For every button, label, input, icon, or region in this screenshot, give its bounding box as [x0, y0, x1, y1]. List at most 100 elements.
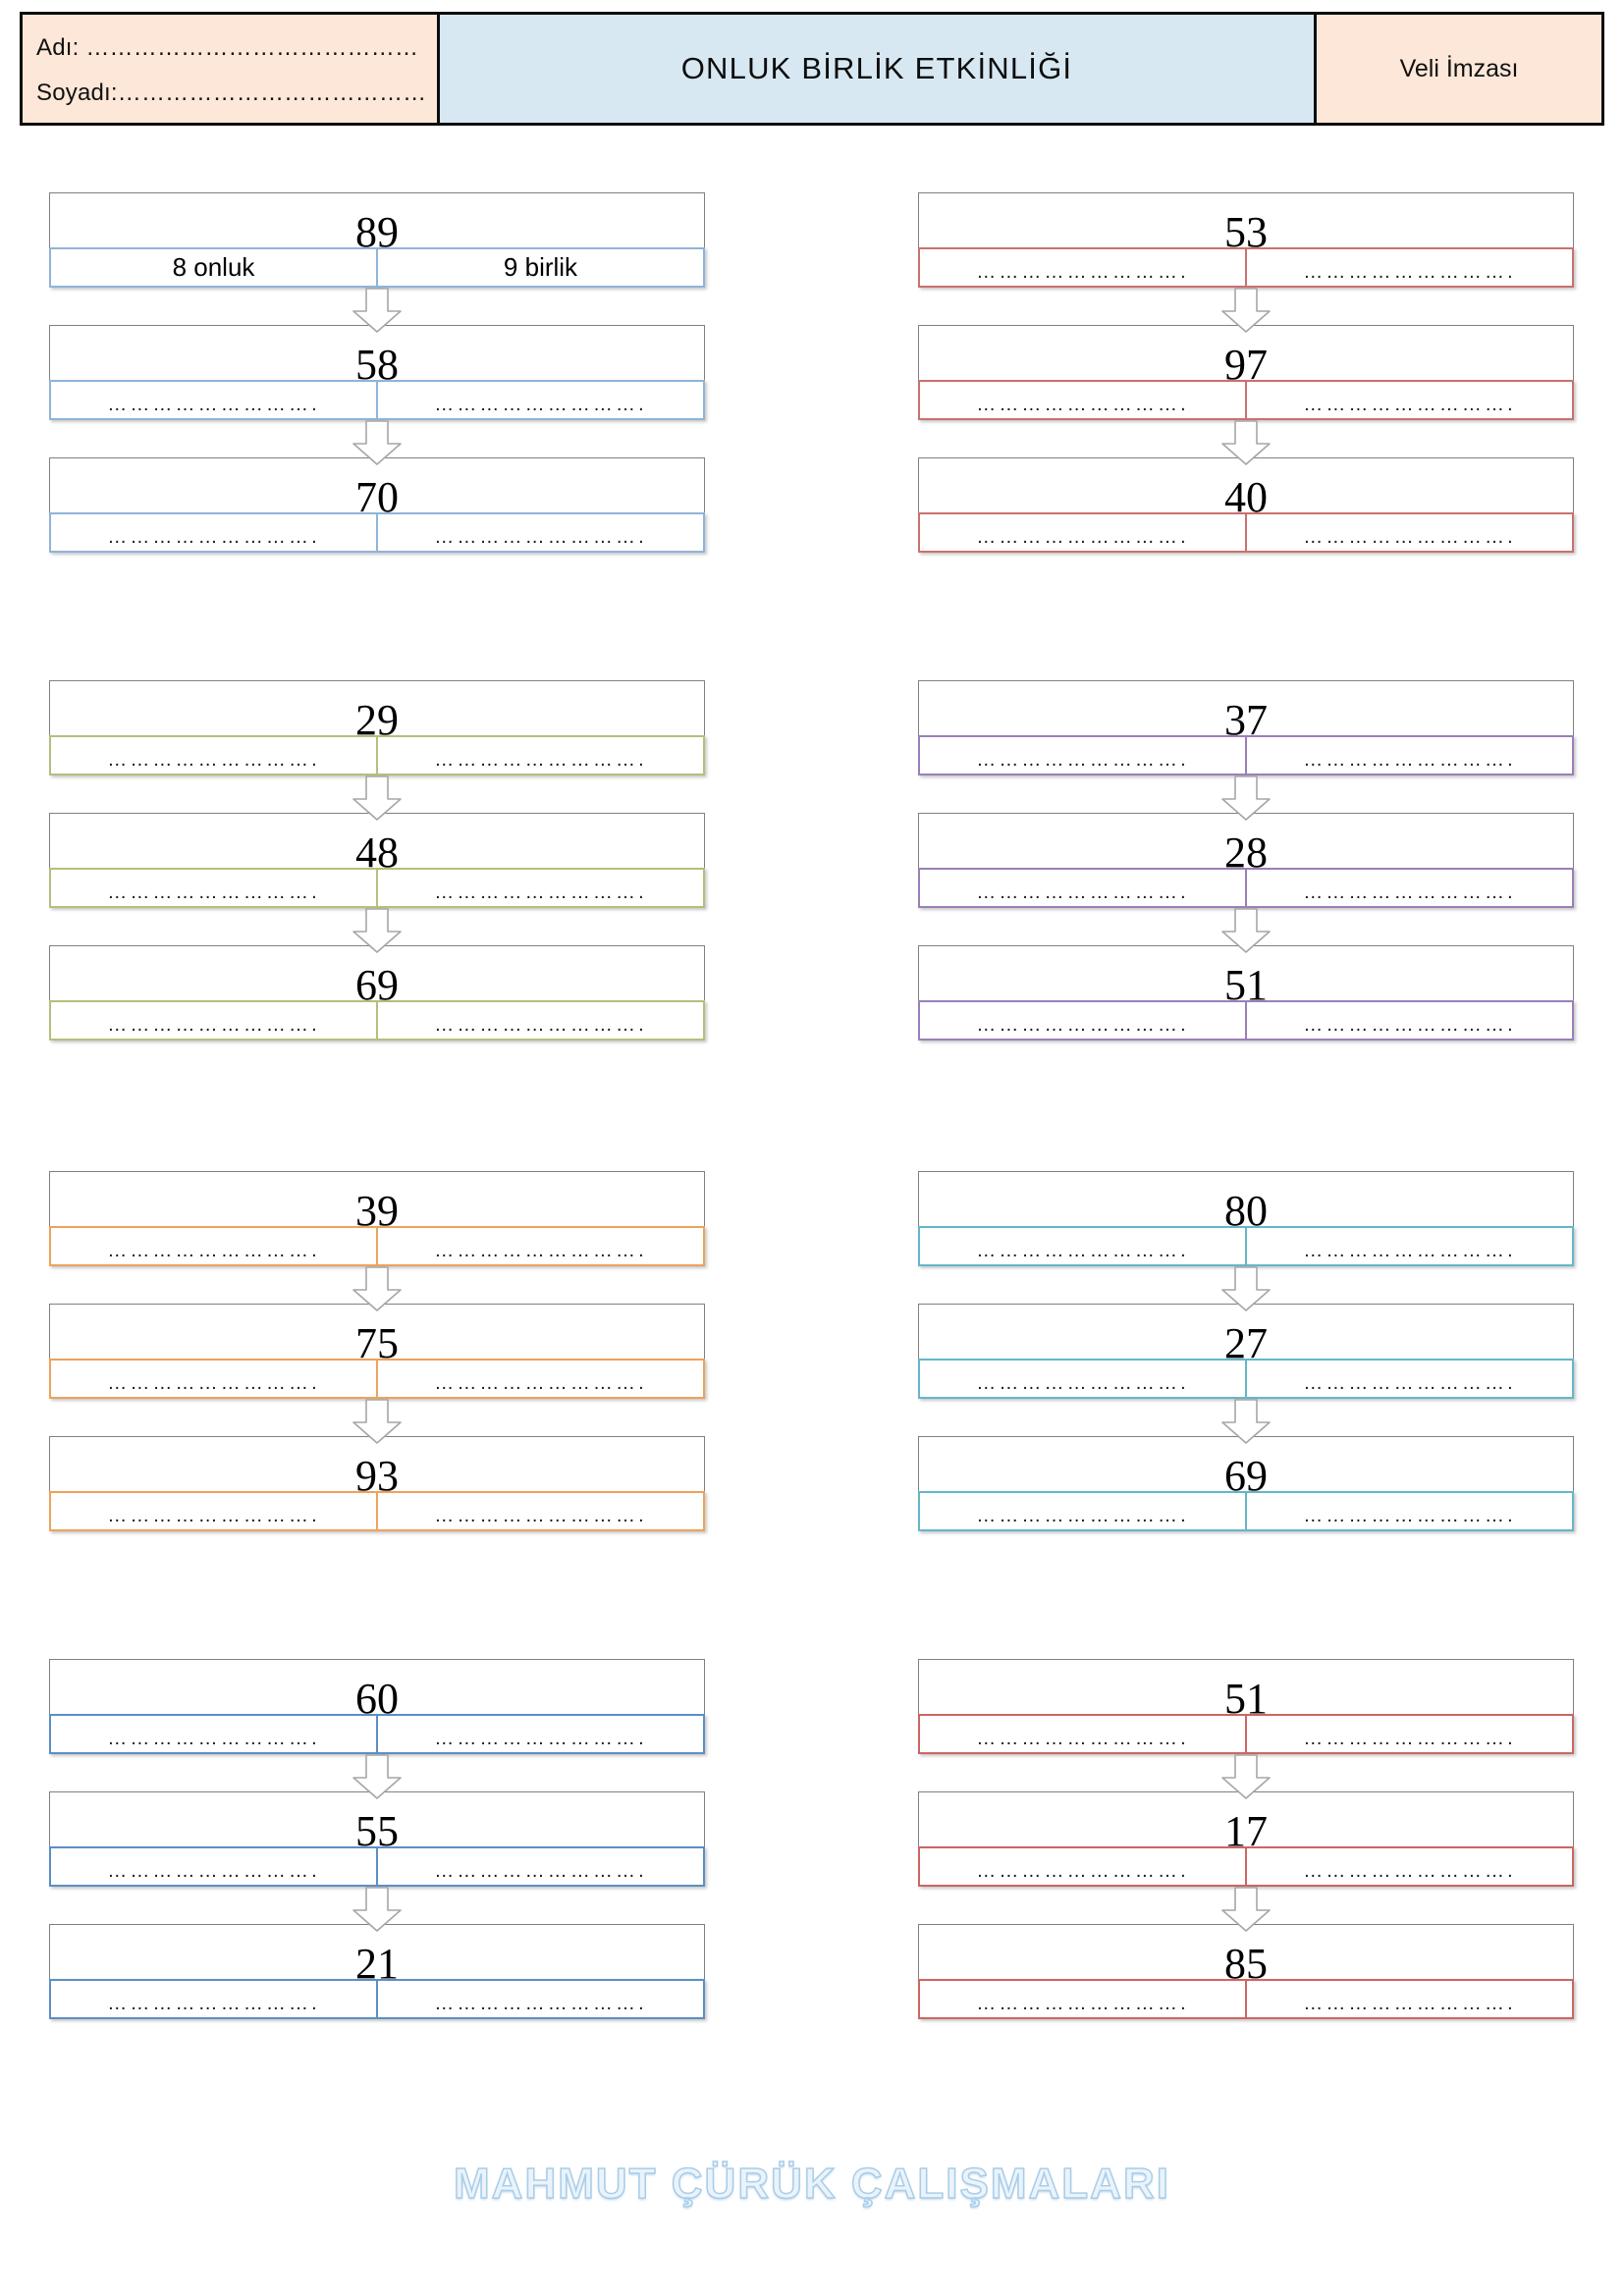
ones-answer-field[interactable]: ………………………. — [1247, 1493, 1572, 1529]
parent-signature-cell: Veli İmzası — [1317, 15, 1601, 123]
exercise-block: 17 ………………………. ………………………. — [918, 1791, 1574, 1932]
tens-answer-field[interactable]: ………………………. — [51, 1716, 378, 1752]
ones-answer-field[interactable]: ………………………. — [378, 870, 703, 906]
number-box: 40 — [918, 457, 1574, 518]
tens-answer-text: ………………………. — [107, 394, 320, 415]
tens-answer-field[interactable]: ………………………. — [920, 1361, 1247, 1397]
tens-answer-field[interactable]: 8 onluk — [51, 249, 378, 286]
tens-answer-field[interactable]: ………………………. — [920, 1848, 1247, 1885]
number-value: 97 — [1224, 340, 1268, 389]
tens-answer-field[interactable]: ………………………. — [920, 1228, 1247, 1264]
ones-answer-text: ………………………. — [434, 1728, 647, 1749]
exercise-block: 85 ………………………. ………………………. — [918, 1924, 1574, 2019]
tens-answer-text: ………………………. — [976, 1014, 1189, 1036]
tens-ones-answer-box: ………………………. ………………………. — [49, 868, 705, 908]
tens-answer-text: ………………………. — [976, 261, 1189, 283]
ones-answer-text: ………………………. — [434, 1993, 647, 2014]
student-name-cell: Adı: …………………………………… Soyadı:………………………………… — [23, 15, 440, 123]
number-box: 93 — [49, 1436, 705, 1497]
tens-answer-field[interactable]: ………………………. — [51, 382, 378, 418]
ones-answer-field[interactable]: ………………………. — [378, 1493, 703, 1529]
exercise-block: 53 ………………………. ………………………. — [918, 192, 1574, 333]
tens-answer-field[interactable]: ………………………. — [51, 1493, 378, 1529]
ones-answer-field[interactable]: 9 birlik — [378, 249, 703, 286]
number-box: 97 — [918, 325, 1574, 386]
tens-answer-field[interactable]: ………………………. — [51, 737, 378, 774]
tens-answer-field[interactable]: ………………………. — [920, 1493, 1247, 1529]
ones-answer-field[interactable]: ………………………. — [378, 1981, 703, 2017]
tens-answer-field[interactable]: ………………………. — [51, 514, 378, 551]
ones-answer-field[interactable]: ………………………. — [1247, 382, 1572, 418]
exercise-block: 51 ………………………. ………………………. — [918, 1659, 1574, 1799]
number-value: 17 — [1224, 1806, 1268, 1855]
tens-answer-field[interactable]: ………………………. — [920, 1716, 1247, 1752]
ones-answer-field[interactable]: ………………………. — [1247, 1716, 1572, 1752]
ones-answer-field[interactable]: ………………………. — [1247, 737, 1572, 774]
number-box: 70 — [49, 457, 705, 518]
number-value: 93 — [355, 1451, 399, 1500]
ones-answer-text: ………………………. — [1303, 1728, 1516, 1749]
tens-answer-text: ………………………. — [976, 1240, 1189, 1261]
ones-answer-field[interactable]: ………………………. — [1247, 870, 1572, 906]
number-box: 51 — [918, 945, 1574, 1006]
tens-answer-field[interactable]: ………………………. — [51, 870, 378, 906]
ones-answer-field[interactable]: ………………………. — [1247, 514, 1572, 551]
tens-answer-field[interactable]: ………………………. — [51, 1228, 378, 1264]
tens-answer-field[interactable]: ………………………. — [920, 249, 1247, 286]
ones-answer-field[interactable]: ………………………. — [1247, 249, 1572, 286]
exercise-group-third-left: 39……………………….………………………. 75……………………….………………… — [49, 1171, 705, 1531]
number-value: 29 — [355, 695, 399, 744]
ones-answer-field[interactable]: ………………………. — [378, 1848, 703, 1885]
ones-answer-field[interactable]: ………………………. — [1247, 1228, 1572, 1264]
number-value: 51 — [1224, 960, 1268, 1009]
tens-ones-answer-box: ………………………. ………………………. — [918, 1846, 1574, 1887]
tens-answer-text: ………………………. — [976, 1728, 1189, 1749]
ones-answer-field[interactable]: ………………………. — [378, 1228, 703, 1264]
tens-answer-text: ………………………. — [976, 1993, 1189, 2014]
ones-answer-field[interactable]: ………………………. — [1247, 1981, 1572, 2017]
tens-ones-answer-box: ………………………. ………………………. — [49, 380, 705, 420]
tens-answer-field[interactable]: ………………………. — [51, 1002, 378, 1039]
tens-answer-field[interactable]: ………………………. — [920, 382, 1247, 418]
tens-answer-text: ………………………. — [976, 749, 1189, 771]
ones-answer-text: ………………………. — [434, 526, 647, 548]
number-box: 17 — [918, 1791, 1574, 1852]
exercise-group-second-right: 37……………………….………………………. 28……………………….………………… — [918, 680, 1574, 1041]
ones-answer-field[interactable]: ………………………. — [378, 514, 703, 551]
tens-answer-field[interactable]: ………………………. — [51, 1848, 378, 1885]
number-box: 80 — [918, 1171, 1574, 1232]
tens-answer-field[interactable]: ………………………. — [920, 1002, 1247, 1039]
tens-answer-field[interactable]: ………………………. — [920, 514, 1247, 551]
number-box: 53 — [918, 192, 1574, 253]
tens-answer-field[interactable]: ………………………. — [51, 1361, 378, 1397]
footer-credit: MAHMUT ÇÜRÜK ÇALIŞMALARI — [453, 2159, 1170, 2209]
ones-answer-field[interactable]: ………………………. — [378, 1002, 703, 1039]
ones-answer-field[interactable]: ………………………. — [378, 1361, 703, 1397]
tens-answer-text: ………………………. — [107, 1728, 320, 1749]
tens-ones-answer-box: ………………………. ………………………. — [918, 1491, 1574, 1531]
tens-answer-field[interactable]: ………………………. — [920, 1981, 1247, 2017]
ones-answer-field[interactable]: ………………………. — [1247, 1848, 1572, 1885]
ones-answer-text: ………………………. — [1303, 526, 1516, 548]
ones-answer-field[interactable]: ………………………. — [1247, 1002, 1572, 1039]
tens-answer-field[interactable]: ………………………. — [920, 870, 1247, 906]
tens-answer-text: ………………………. — [107, 1372, 320, 1394]
exercise-block: 29 ………………………. ………………………. — [49, 680, 705, 821]
exercise-block: 69 ………………………. ………………………. — [49, 945, 705, 1041]
ones-answer-text: ………………………. — [434, 1014, 647, 1036]
tens-ones-answer-box: ………………………. ………………………. — [918, 247, 1574, 288]
number-box: 89 — [49, 192, 705, 253]
ones-answer-text: ………………………. — [434, 1860, 647, 1882]
ones-answer-field[interactable]: ………………………. — [1247, 1361, 1572, 1397]
ones-answer-field[interactable]: ………………………. — [378, 737, 703, 774]
ones-answer-field[interactable]: ………………………. — [378, 1716, 703, 1752]
number-value: 48 — [355, 828, 399, 877]
tens-answer-text: ………………………. — [107, 526, 320, 548]
exercise-group-third-right: 80……………………….………………………. 27……………………….………………… — [918, 1171, 1574, 1531]
ones-answer-text: ………………………. — [434, 749, 647, 771]
exercise-group-second-left: 29……………………….………………………. 48……………………….………………… — [49, 680, 705, 1041]
worksheet-title-cell: ONLUK BİRLİK ETKİNLİĞİ — [440, 15, 1317, 123]
ones-answer-field[interactable]: ………………………. — [378, 382, 703, 418]
tens-answer-field[interactable]: ………………………. — [920, 737, 1247, 774]
tens-answer-field[interactable]: ………………………. — [51, 1981, 378, 2017]
